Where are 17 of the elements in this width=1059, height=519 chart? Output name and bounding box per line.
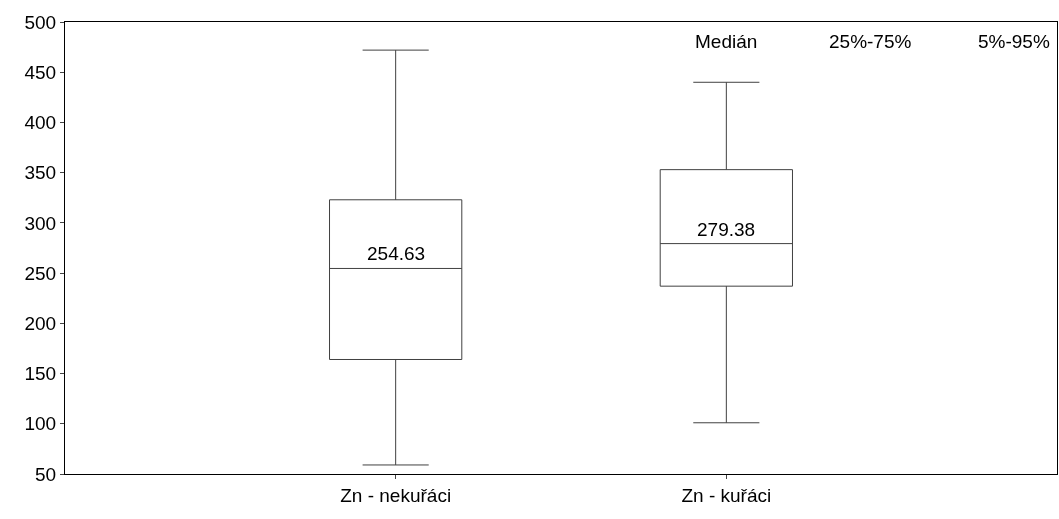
- y-tick-label: 450: [24, 61, 57, 83]
- y-tick-label: 150: [24, 363, 57, 385]
- y-tick-label: 400: [24, 112, 57, 134]
- y-tick-label: 500: [24, 11, 57, 33]
- text: 279.38: [697, 219, 756, 240]
- annotation: 25%-75%: [829, 31, 912, 52]
- x-tick-label: Zn - nekuřáci: [340, 484, 452, 506]
- y-tick-label: 200: [24, 312, 57, 334]
- annotation: Medián: [695, 31, 758, 52]
- y-tick-label: 50: [35, 463, 57, 485]
- annotation: 5%-95%: [978, 31, 1050, 52]
- y-tick-label: 100: [24, 413, 57, 435]
- x-tick-label: Zn - kuřáci: [681, 484, 772, 506]
- y-tick-label: 300: [24, 212, 57, 234]
- y-tick-label: 250: [24, 262, 57, 284]
- text: 254.63: [367, 243, 426, 264]
- y-tick-label: 350: [24, 162, 57, 184]
